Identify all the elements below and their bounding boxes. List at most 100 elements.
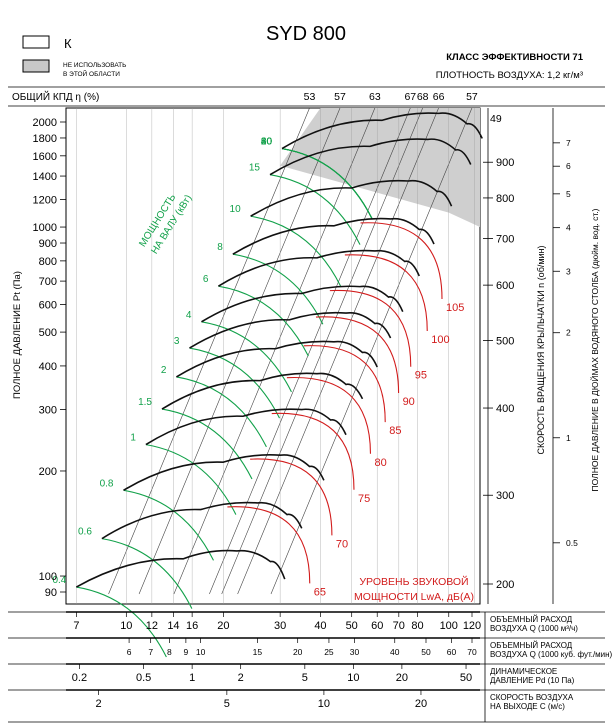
power-label: 20 [261,137,273,148]
bottom-row-label-1: ДИНАМИЧЕСКОЕ [490,667,557,676]
legend-k-label: К [64,36,72,51]
power-label: 0.8 [100,478,114,489]
power-label: 4 [186,310,192,321]
bottom-tick-label: 10 [196,647,206,657]
pressure-tick-label: 1400 [33,171,57,183]
bottom-tick-label: 9 [184,647,189,657]
chart-title: SYD 800 [266,23,346,45]
pressure-tick-label: 100 [39,571,57,583]
fan-curve [201,285,404,323]
bottom-tick-label: 70 [393,620,405,632]
inch-tick-label: 5 [566,189,571,199]
efficiency-header-label: ОБЩИЙ КПД η (%) [12,90,99,103]
inch-tick-label: 4 [566,223,571,233]
efficiency-ticks: 53 57 63 67 68 66 57 49 [304,91,502,125]
fan-curve [145,408,347,446]
sound-curve [329,289,412,367]
rpm-tick-label: 900 [496,157,514,169]
legend-gray-swatch [22,59,50,73]
bottom-tick-label: 7 [73,620,79,632]
pressure-tick-label: 300 [39,405,57,417]
fan-curve [101,501,303,540]
sound-level-label: 75 [358,493,370,505]
sound-level-label: 90 [403,396,415,408]
efficiency-tick-label: 68 [417,91,429,103]
bottom-tick-label: 10 [120,620,132,632]
sound-level-label: 100 [431,334,449,346]
sound-curve [360,222,443,300]
efficiency-line [270,107,473,595]
sound-curve [303,345,386,423]
efficiency-line [221,107,423,595]
bottom-tick-label: 2 [238,672,244,684]
rpm-tick-label: 400 [496,403,514,415]
fan-curve [175,340,378,378]
power-label: 0.6 [78,527,92,538]
bottom-tick-label: 0.2 [72,672,87,684]
fan-curve [250,179,453,217]
inch-tick-label: 3 [566,266,571,276]
pressure-ticks: 2000 1800 1600 1400 1200 1000 900 800 700 600 500 4… [33,117,66,599]
power-label: 15 [249,163,261,174]
sound-curve [344,254,428,332]
efficiency-tick-label: 63 [369,91,381,103]
bottom-tick-label: 50 [346,620,358,632]
inch-tick-label: 7 [566,138,571,148]
rpm-axis-label: СКОРОСТЬ ВРАЩЕНИЯ КРЫЛЬЧАТКИ n (об/мин) [536,245,546,454]
air-density: ПЛОТНОСТЬ ВОЗДУХА: 1,2 кг/м³ [436,70,583,81]
sound-level-label: 80 [374,457,386,469]
fan-curve [123,454,325,492]
sound-curve [286,377,372,454]
power-curve [281,148,373,219]
power-curve [201,321,292,393]
legend-gray-line2: В ЭТОЙ ОБЛАСТИ [63,69,120,78]
pressure-tick-label: 400 [39,361,57,373]
fan-curve [161,372,364,410]
pressure-tick-label: 700 [39,276,57,288]
pressure-tick-label: 1800 [33,133,57,145]
sound-label-2: МОЩНОСТИ LwA, дБ(А) [354,591,474,603]
power-curve [269,174,361,245]
fan-curve [281,112,483,150]
bottom-tick-label: 1 [189,672,195,684]
bottom-tick-label: 2 [95,698,101,710]
power-label: 1 [130,433,136,444]
bottom-tick-label: 60 [371,620,383,632]
bottom-row-label-1: ОБЪЕМНЫЙ РАСХОД [490,641,573,650]
fan-curve [269,138,472,176]
inch-tick-label: 1 [566,433,571,443]
bottom-tick-label: 0.5 [136,672,151,684]
bottom-row-label-2: ВОЗДУХА Q (1000 м³/ч) [490,624,578,633]
pressure-tick-label: 1200 [33,194,57,206]
efficiency-side-label: 49 [490,113,502,125]
bottom-tick-label: 8 [167,647,172,657]
pressure-axis-label: ПОЛНОЕ ДАВЛЕНИЕ Pt (Па) [12,271,23,399]
power-curve [145,444,237,515]
efficiency-line [173,107,376,595]
rpm-tick-label: 700 [496,233,514,245]
sound-curve [250,458,333,536]
power-label: 2 [161,365,167,376]
sound-label-1: УРОВЕНЬ ЗВУКОВОЙ [359,575,468,588]
power-curve [101,538,193,609]
pressure-tick-label: 2000 [33,117,57,129]
bottom-tick-label: 10 [347,672,359,684]
power-label: 1.5 [138,397,152,408]
sound-curve [315,316,400,393]
power-curve [76,586,167,658]
bottom-tick-label: 30 [274,620,286,632]
pressure-tick-label: 90 [45,587,57,599]
power-label: 8 [217,242,223,253]
inch-tick-label: 2 [566,328,571,338]
bottom-tick-label: 40 [390,647,400,657]
inch-tick-label: 0.5 [566,538,578,548]
efficiency-tick-label: 57 [466,91,478,103]
restricted-area [280,108,480,228]
pressure-tick-label: 800 [39,256,57,268]
bottom-tick-label: 15 [253,647,263,657]
efficiency-tick-label: 57 [334,91,346,103]
bottom-tick-label: 80 [411,620,423,632]
inch-ticks: 7 6 5 4 3 2 1 0.5 [552,108,578,604]
pressure-tick-label: 200 [39,466,57,478]
